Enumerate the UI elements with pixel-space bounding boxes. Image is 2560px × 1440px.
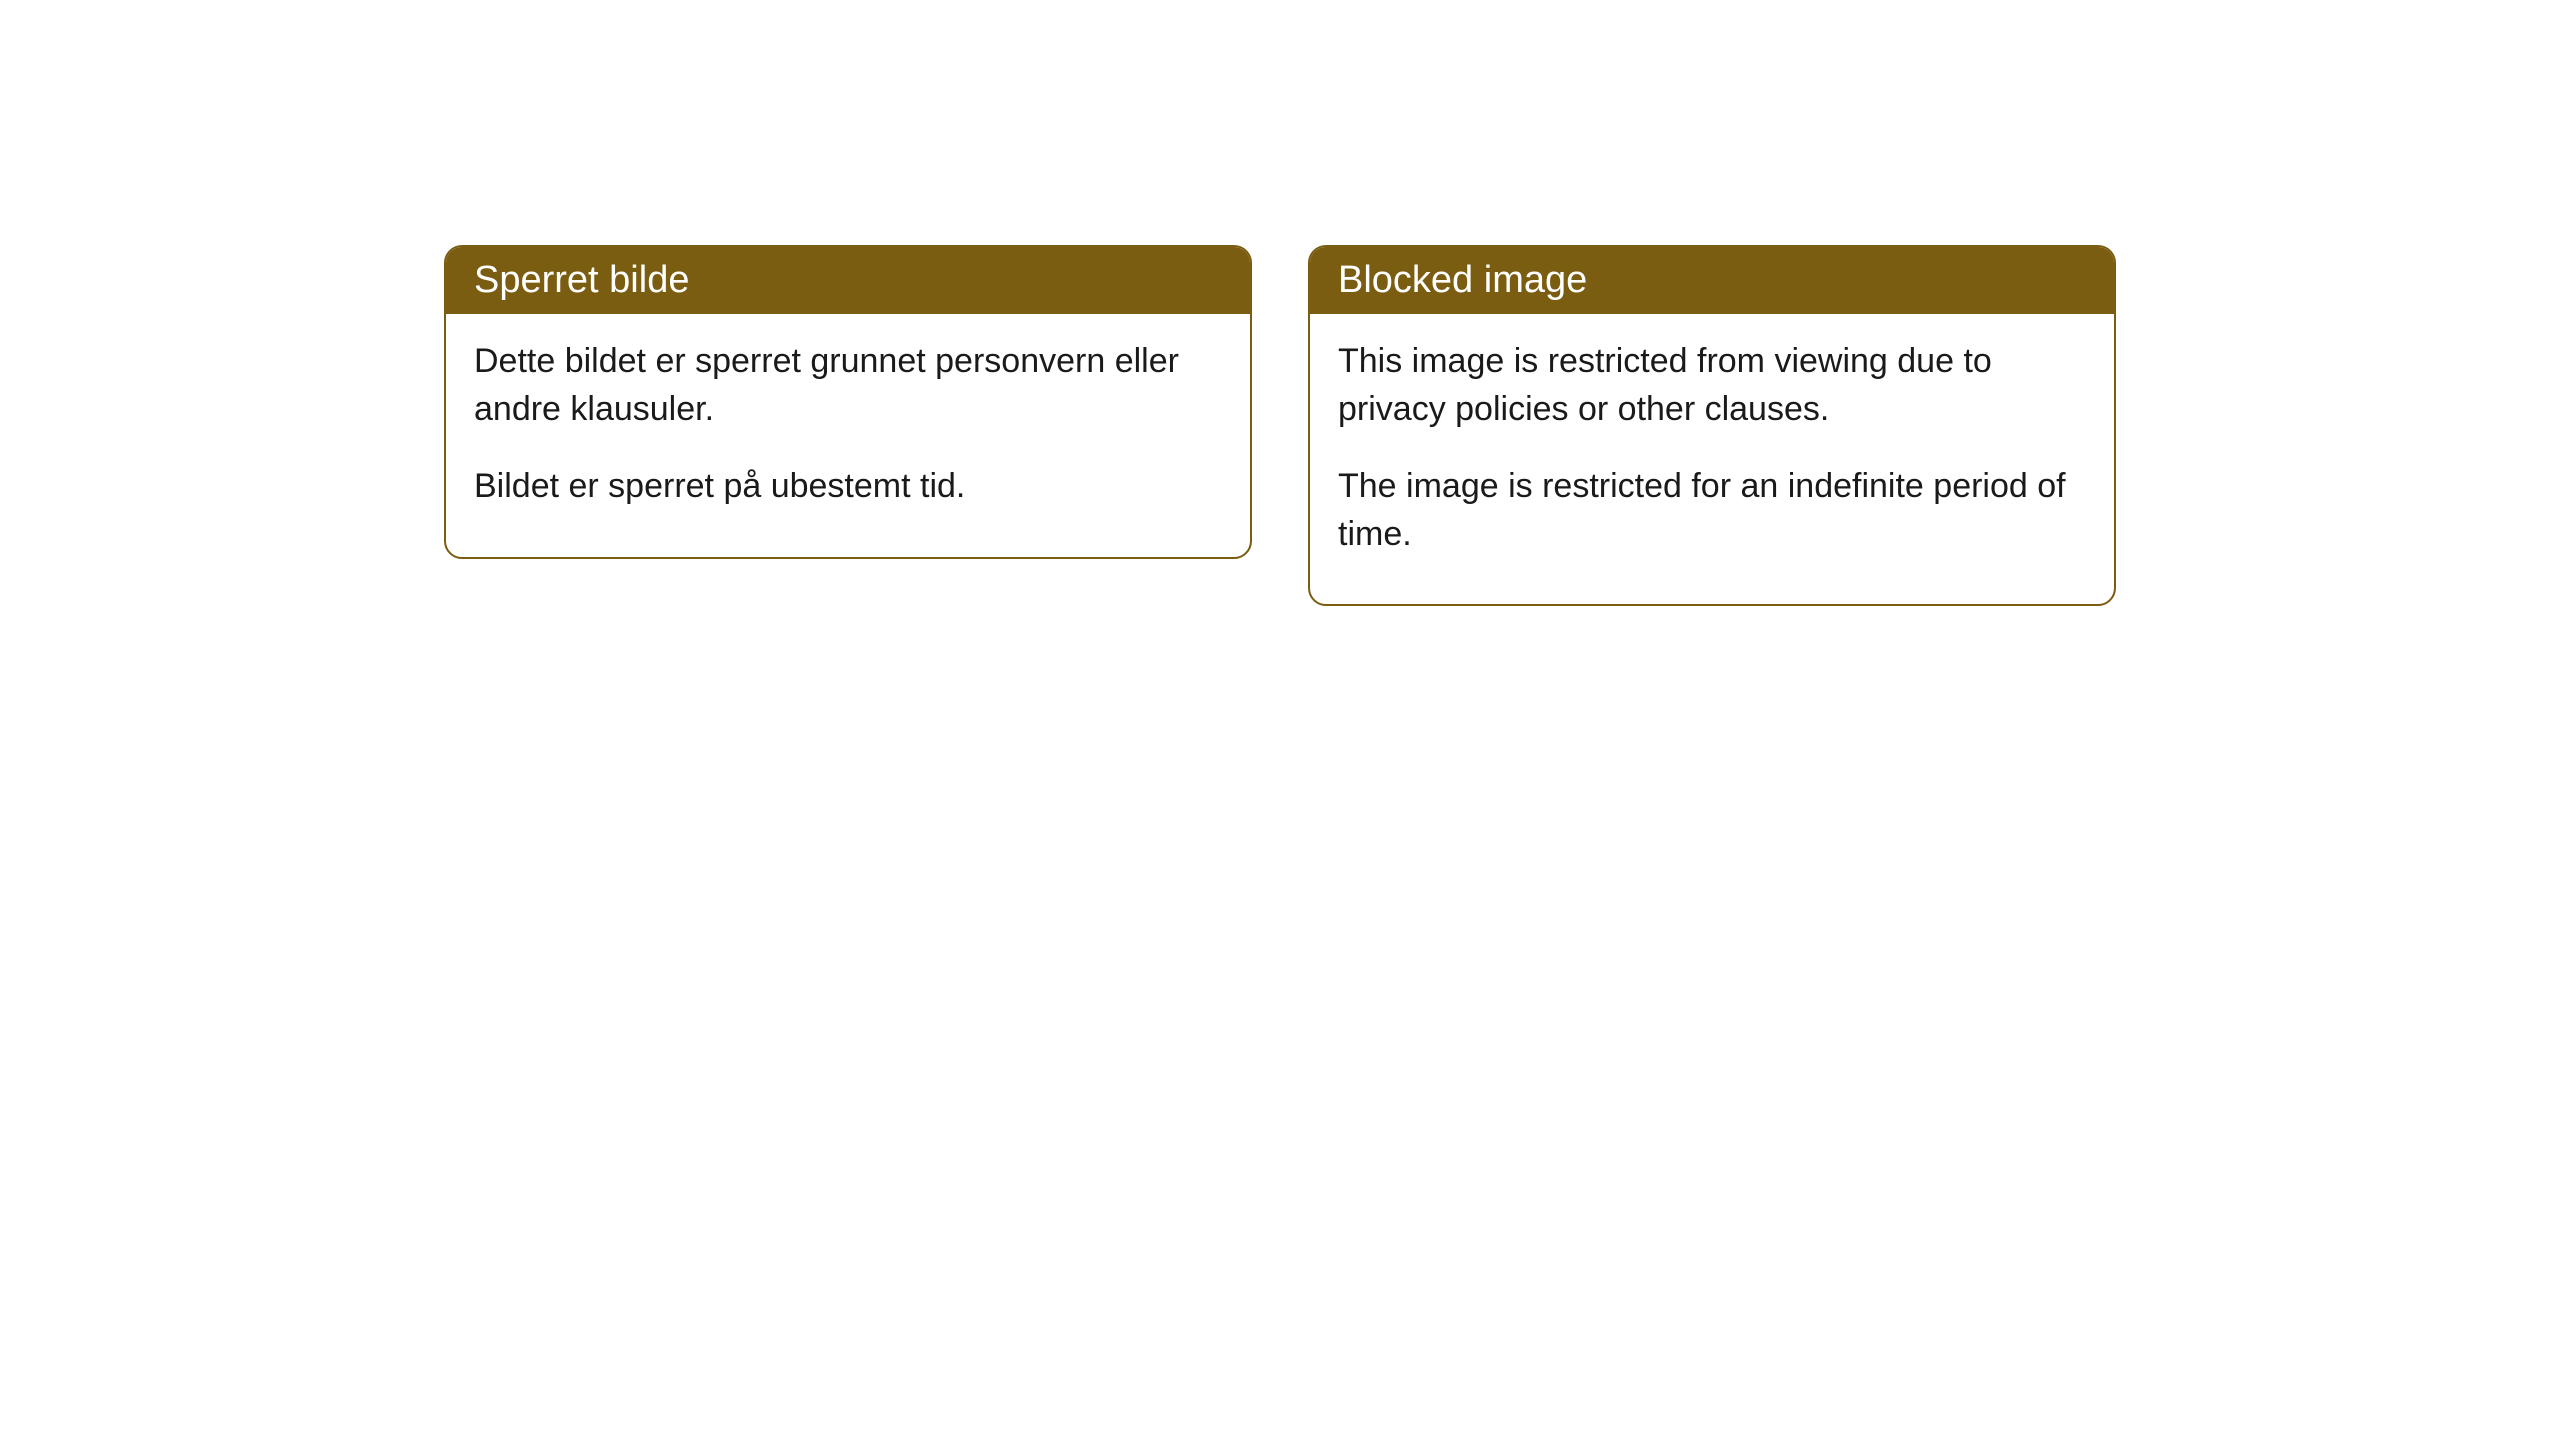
norwegian-paragraph-2: Bildet er sperret på ubestemt tid. (474, 463, 1222, 511)
notice-cards-container: Sperret bilde Dette bildet er sperret gr… (444, 245, 2116, 1440)
english-paragraph-1: This image is restricted from viewing du… (1338, 338, 2086, 433)
norwegian-card-title: Sperret bilde (446, 247, 1250, 314)
norwegian-card-body: Dette bildet er sperret grunnet personve… (446, 314, 1250, 557)
english-paragraph-2: The image is restricted for an indefinit… (1338, 463, 2086, 558)
norwegian-notice-card: Sperret bilde Dette bildet er sperret gr… (444, 245, 1252, 559)
english-notice-card: Blocked image This image is restricted f… (1308, 245, 2116, 606)
norwegian-paragraph-1: Dette bildet er sperret grunnet personve… (474, 338, 1222, 433)
english-card-title: Blocked image (1310, 247, 2114, 314)
english-card-body: This image is restricted from viewing du… (1310, 314, 2114, 604)
